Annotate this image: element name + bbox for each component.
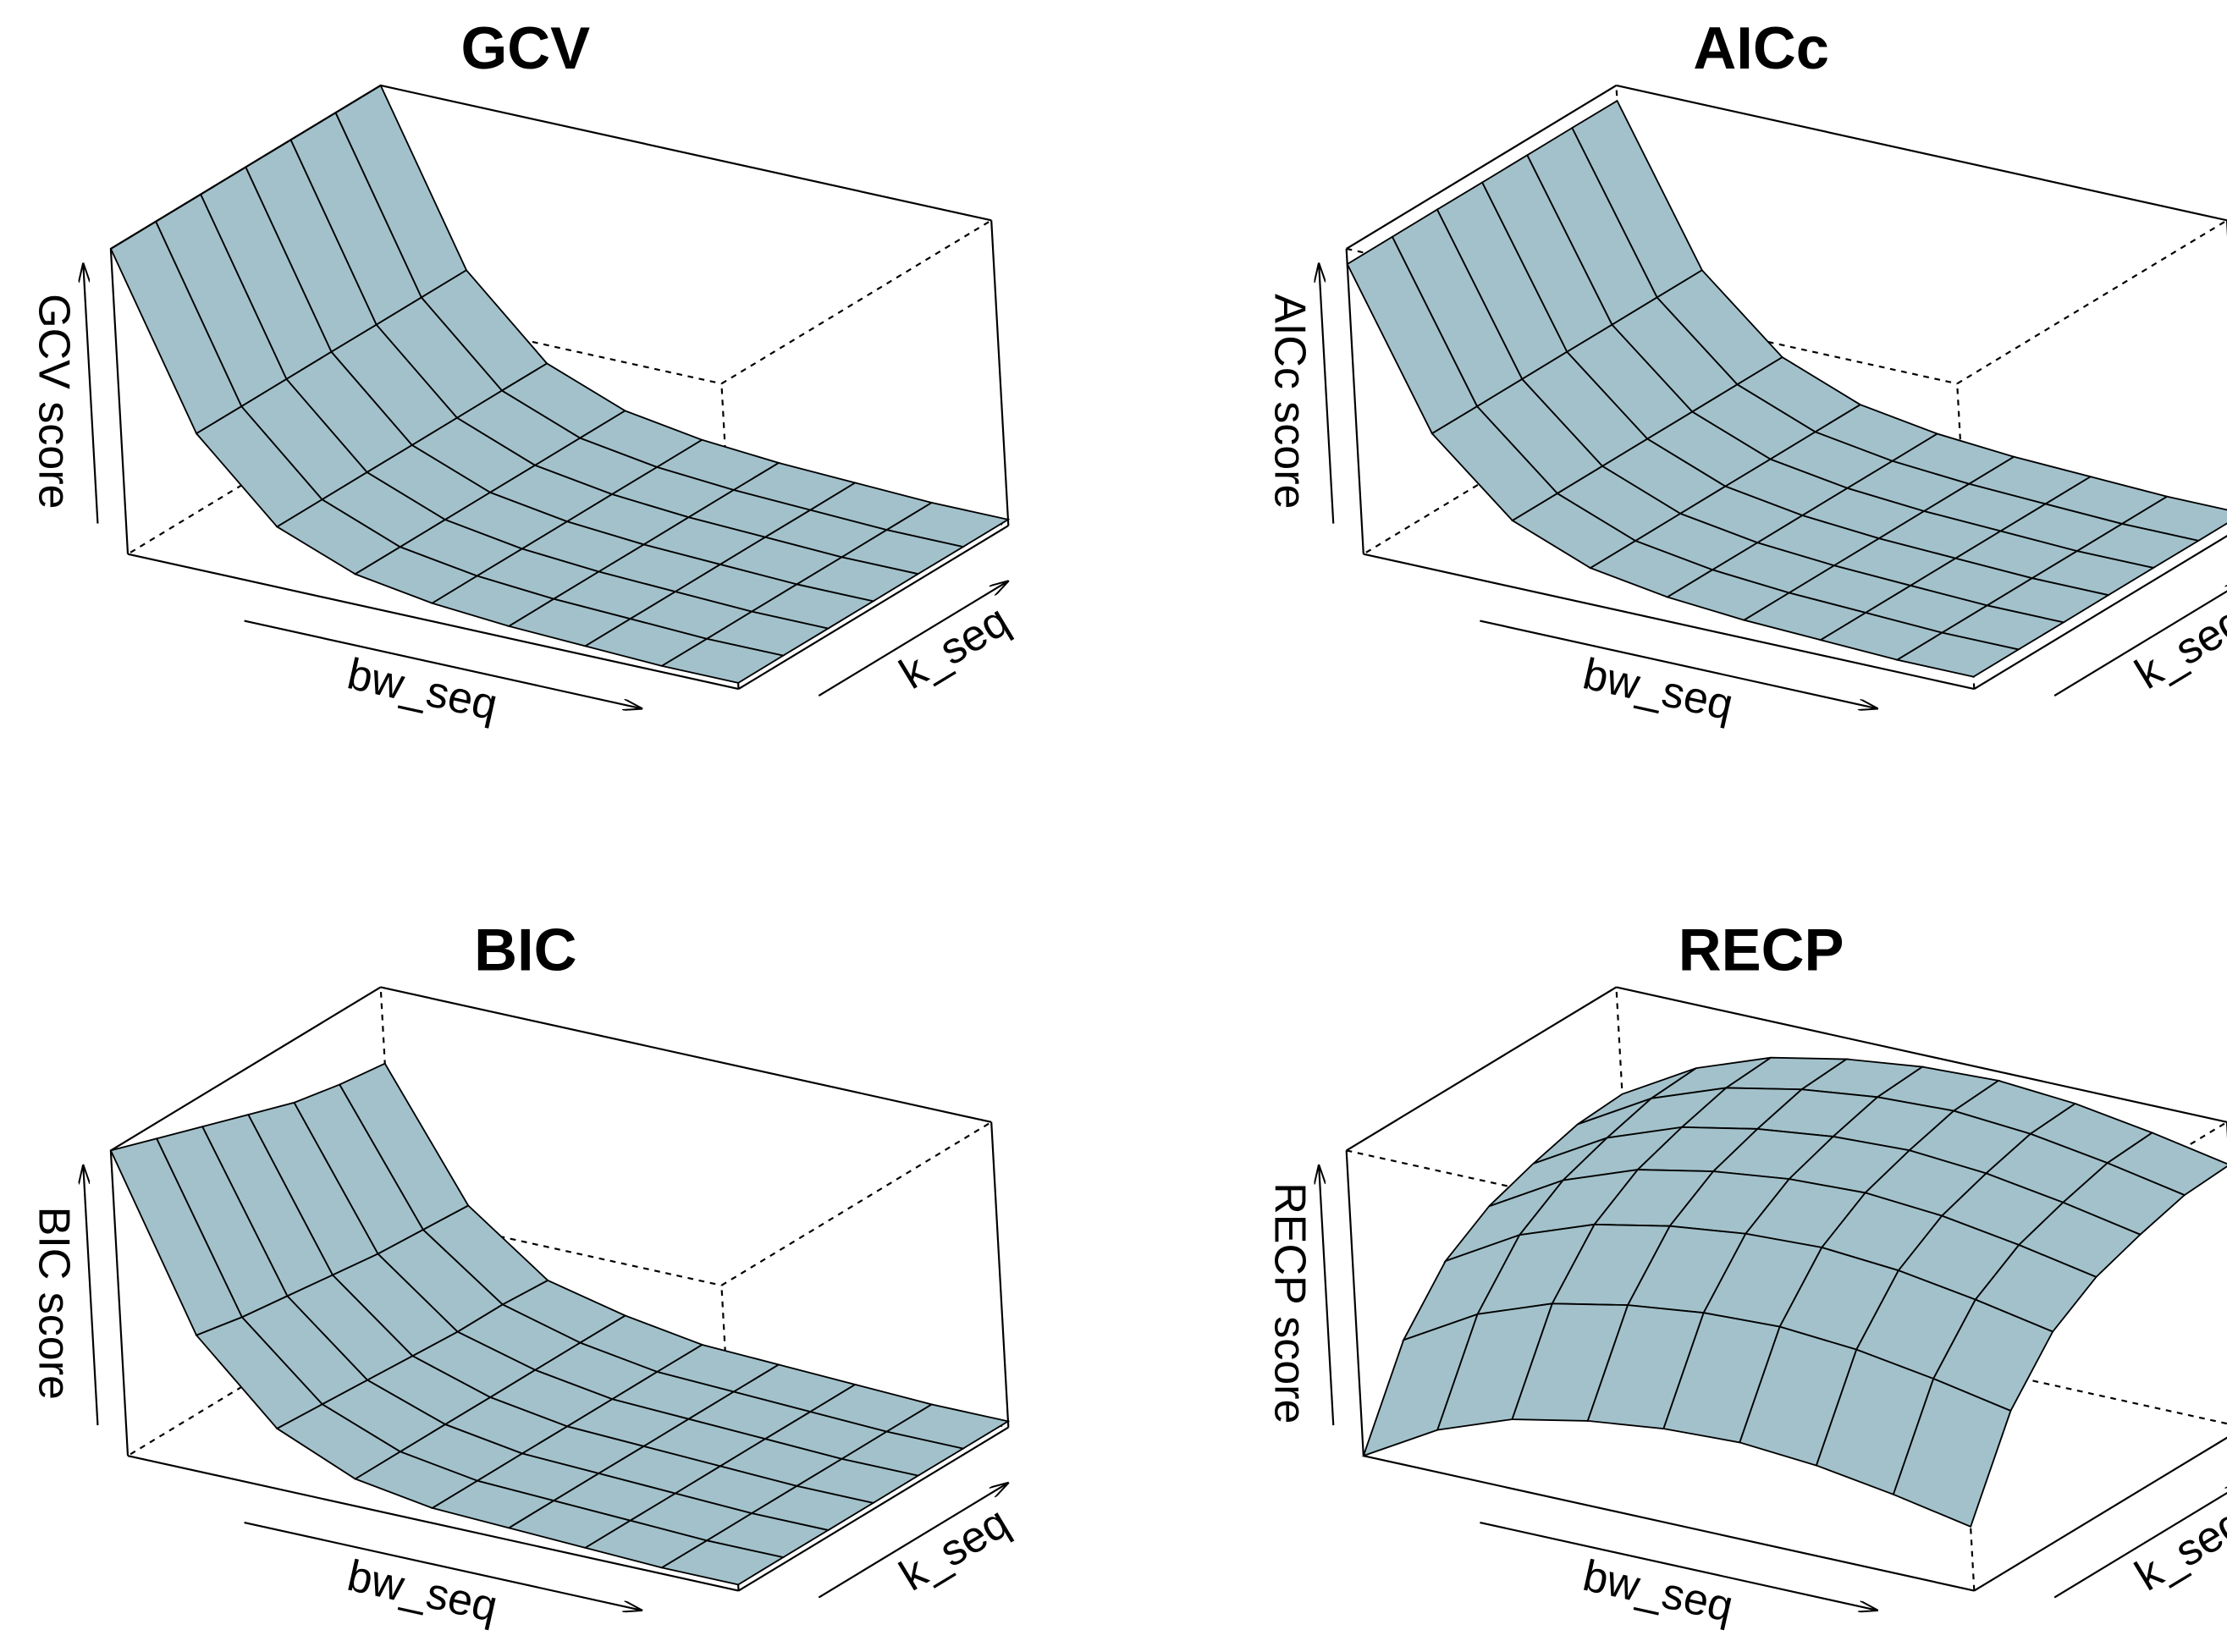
box-edge [737,525,1009,691]
box-edge [1346,986,1618,1152]
x-axis-arrow [1480,1521,1877,1611]
box-edge [127,553,739,691]
surface-quad [1892,1377,2012,1528]
x-axis-label: bw_seq [343,649,502,730]
box-edge [990,1121,1010,1428]
x-axis-label: bw_seq [1579,649,1738,730]
box-edge [110,986,382,1152]
surface-quad [659,1539,786,1586]
x-axis-label: bw_seq [343,1551,502,1632]
y-axis-arrow [818,1483,1007,1599]
x-axis-arrow [1480,620,1877,709]
surface-quad [659,637,786,684]
x-axis-label: bw_seq [1579,1551,1738,1632]
box-edge [1973,535,2227,691]
x-axis-arrow [244,1521,642,1611]
y-axis-arrow [2053,1483,2227,1599]
chart-title: BIC [474,916,576,983]
box-edge [1345,1150,1364,1457]
box-edge [127,1291,399,1457]
box-edge [109,1150,130,1457]
surface-panel: bw_seq k_seq AICc score AICc [1265,14,2227,730]
box-edge [127,1455,739,1592]
y-axis-label: k_seq [891,596,1017,698]
box-edge [1616,84,2227,222]
surface-panel: bw_seq k_seq BIC score BIC [30,916,1017,1632]
box-edge [720,1121,992,1286]
chart-title: GCV [460,14,590,81]
box-edge [380,986,992,1123]
box-edge [737,1426,1009,1592]
y-axis-label: k_seq [2127,596,2227,698]
y-axis-arrow [818,581,1007,697]
box-edge [990,220,1010,526]
y-axis-arrow [2053,581,2227,697]
z-axis-arrow [1319,264,1335,524]
box-edge [1956,219,2227,385]
z-axis-label: GCV score [30,294,79,509]
box-edge [1973,1436,2227,1592]
box-edge [1345,248,1364,554]
box-edge [380,84,992,222]
surface-panel: bw_seq k_seq RECP score RECP [1265,916,2227,1632]
z-axis-arrow [83,1165,99,1426]
box-edge [1363,553,1975,691]
z-axis-arrow [1319,1165,1335,1426]
box-edge [1346,85,1618,250]
chart-title: AICc [1693,14,1829,81]
box-edge [1346,1149,1958,1286]
box-edge [1363,1455,1975,1592]
chart-title: RECP [1679,916,1844,983]
box-edge [127,389,399,555]
box-edge [1616,986,2227,1123]
z-axis-label: RECP score [1265,1182,1314,1423]
box-edge [1363,389,1634,555]
y-axis-label: k_seq [891,1498,1017,1600]
y-axis-label: k_seq [2127,1498,2227,1600]
box-edge [720,219,992,385]
z-axis-label: AICc score [1265,294,1314,509]
box-edge [109,248,130,554]
surface-panel: bw_seq k_seq GCV score GCV [30,14,1017,730]
z-axis-label: BIC score [30,1207,79,1400]
box-edge [110,85,382,250]
surface-quad [1894,631,2021,678]
z-axis-arrow [83,264,99,524]
x-axis-arrow [244,620,642,709]
